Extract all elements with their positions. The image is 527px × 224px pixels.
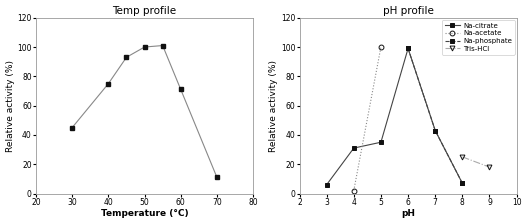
- Na-citrate: [378, 141, 384, 144]
- Na-citrate: [459, 182, 465, 185]
- Na-citrate: [432, 129, 438, 132]
- Line: Tris-HCl: Tris-HCl: [460, 155, 492, 170]
- X-axis label: Temperature (°C): Temperature (°C): [101, 209, 188, 218]
- Na-citrate: [405, 47, 411, 50]
- Na-phosphate: [459, 182, 465, 185]
- Na-phosphate: [405, 47, 411, 50]
- Y-axis label: Relative activity (%): Relative activity (%): [6, 60, 15, 152]
- X-axis label: pH: pH: [401, 209, 415, 218]
- Tris-HCl: [459, 155, 465, 158]
- Na-phosphate: [432, 129, 438, 132]
- Title: pH profile: pH profile: [383, 6, 434, 15]
- Line: Na-citrate: Na-citrate: [324, 46, 465, 187]
- Legend: Na-citrate, Na-acetate, Na-phosphate, Tris-HCl: Na-citrate, Na-acetate, Na-phosphate, Tr…: [442, 20, 514, 55]
- Y-axis label: Relative activity (%): Relative activity (%): [269, 60, 278, 152]
- Title: Temp profile: Temp profile: [112, 6, 177, 15]
- Na-citrate: [324, 183, 330, 186]
- Na-citrate: [350, 147, 357, 149]
- Tris-HCl: [486, 166, 493, 168]
- Line: Na-phosphate: Na-phosphate: [406, 46, 465, 186]
